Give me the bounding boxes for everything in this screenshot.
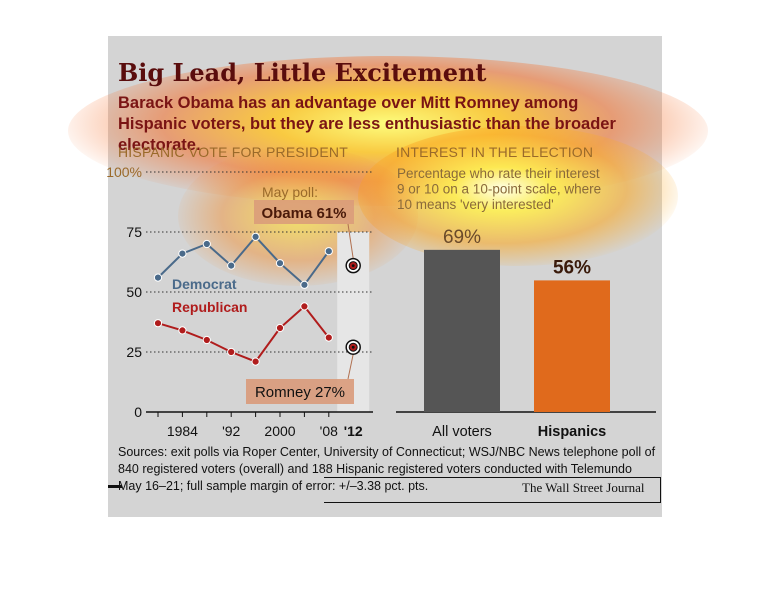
series-label-democrat: Democrat — [172, 276, 237, 292]
obama-target-marker-center — [351, 264, 355, 267]
data-point — [153, 319, 163, 328]
data-point — [300, 302, 309, 311]
right-chart-title: INTEREST IN THE ELECTION — [396, 144, 594, 160]
data-point — [275, 259, 285, 268]
chart-title: Big Lead, Little Excitement — [118, 58, 487, 87]
series-line-democrat — [157, 235, 330, 287]
poll-label: May poll: — [262, 184, 318, 200]
chart-subtitle: Barack Obama has an advantage over Mitt … — [118, 94, 616, 154]
data-point — [202, 335, 211, 345]
y-tick-label: 25 — [126, 344, 142, 360]
data-point — [324, 333, 333, 342]
y-tick-label: 0 — [134, 404, 142, 420]
edge-line — [108, 485, 122, 488]
sources-note: Sources: exit polls via Roper Center, Un… — [118, 445, 656, 493]
credit-box — [324, 477, 661, 503]
obama-label-box — [254, 200, 354, 224]
obama-leader-line — [347, 223, 354, 259]
bar-value-label: 56% — [553, 257, 591, 278]
x-tick-label: '12 — [344, 423, 363, 439]
series-label-republican: Republican — [172, 299, 247, 315]
credit-label: The Wall Street Journal — [522, 480, 645, 495]
y-tick-label: 100% — [106, 164, 142, 180]
data-point — [324, 247, 333, 256]
left-chart-title: HISPANIC VOTE FOR PRESIDENT — [118, 144, 348, 160]
line-chart: 100% 75 50 25 0 1984 '92 2000 '08 '12 Democrat Repu… — [106, 164, 373, 439]
data-point — [178, 249, 187, 258]
data-point — [227, 347, 236, 357]
x-tick-label: '08 — [320, 423, 338, 439]
data-point — [227, 261, 236, 270]
bar-hispanics — [534, 280, 610, 412]
bar-all-voters — [424, 249, 500, 412]
romney-leader-line — [347, 354, 354, 380]
obama-label: Obama 61% — [261, 205, 346, 222]
bar-chart-note: Percentage who rate their interest 9 or 1… — [397, 166, 601, 212]
data-point — [300, 280, 309, 289]
x-tick-label: '92 — [222, 423, 240, 439]
romney-label: Romney 27% — [255, 384, 345, 401]
chart-panel: Big Lead, Little Excitement Barack Obama… — [68, 36, 708, 517]
bar-category-label: All voters — [432, 424, 492, 440]
romney-target-marker — [345, 339, 361, 355]
data-point — [153, 273, 163, 282]
romney-label-box — [246, 379, 354, 404]
bar-category-label: Hispanics — [538, 424, 607, 440]
x-tick-label: 2000 — [264, 423, 295, 439]
data-point — [275, 323, 285, 333]
romney-target-marker-center — [351, 345, 355, 349]
data-point — [251, 232, 260, 241]
bar-chart: Percentage who rate their interest 9 or 1… — [396, 166, 656, 440]
data-point — [251, 357, 260, 366]
data-point — [202, 239, 211, 249]
y-tick-label: 75 — [126, 224, 142, 240]
data-point — [178, 326, 187, 335]
y-tick-label: 50 — [126, 284, 142, 300]
series-line-republican — [157, 304, 330, 363]
x-tick-label: 1984 — [167, 423, 198, 439]
bar-value-label: 69% — [443, 227, 481, 248]
obama-target-marker — [345, 257, 361, 274]
